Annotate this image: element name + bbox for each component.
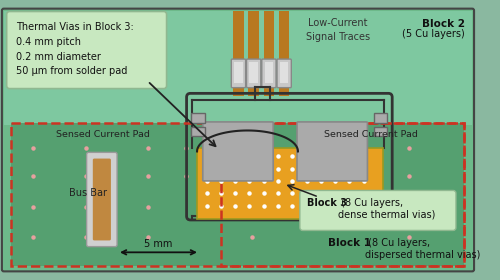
Text: Sensed Current Pad: Sensed Current Pad (56, 130, 150, 139)
Bar (233, 11, 243, 96)
Bar (221, 123, 464, 266)
FancyBboxPatch shape (300, 190, 456, 230)
FancyBboxPatch shape (277, 59, 291, 88)
Text: Block 1: Block 1 (328, 238, 372, 248)
FancyBboxPatch shape (86, 152, 117, 247)
Bar (12, 123, 464, 266)
Bar (234, 62, 242, 83)
Bar (192, 113, 204, 123)
Bar (264, 62, 273, 83)
Bar (192, 127, 204, 136)
FancyBboxPatch shape (262, 59, 276, 88)
Text: (8 Cu layers,
dense thermal vias): (8 Cu layers, dense thermal vias) (338, 198, 436, 220)
FancyBboxPatch shape (232, 59, 245, 88)
Bar (248, 11, 259, 96)
Bar (280, 62, 288, 83)
Bar (4, 11, 472, 125)
Text: Thermal Vias in Block 3:
0.4 mm pitch
0.2 mm diameter
50 μm from solder pad: Thermal Vias in Block 3: 0.4 mm pitch 0.… (16, 22, 134, 76)
Bar (374, 113, 388, 123)
FancyBboxPatch shape (203, 122, 273, 181)
Text: Bus Bar: Bus Bar (68, 188, 106, 198)
FancyBboxPatch shape (6, 11, 166, 88)
FancyBboxPatch shape (2, 9, 474, 271)
FancyBboxPatch shape (246, 59, 261, 88)
Text: (8 Cu layers,
dispersed thermal vias): (8 Cu layers, dispersed thermal vias) (364, 238, 480, 260)
FancyBboxPatch shape (93, 158, 111, 241)
Text: Low-Current
Signal Traces: Low-Current Signal Traces (306, 18, 370, 42)
Text: (5 Cu layers): (5 Cu layers) (402, 29, 464, 39)
Text: Block 3: Block 3 (308, 198, 348, 208)
Bar (279, 11, 289, 96)
Text: 5 mm: 5 mm (144, 239, 172, 249)
Bar (197, 148, 382, 219)
Bar (250, 62, 258, 83)
Bar (374, 127, 388, 136)
Bar (264, 11, 274, 96)
Text: Sensed Current Pad: Sensed Current Pad (324, 130, 418, 139)
FancyBboxPatch shape (297, 122, 368, 181)
Bar (12, 123, 464, 266)
Text: Block 2: Block 2 (422, 19, 465, 29)
